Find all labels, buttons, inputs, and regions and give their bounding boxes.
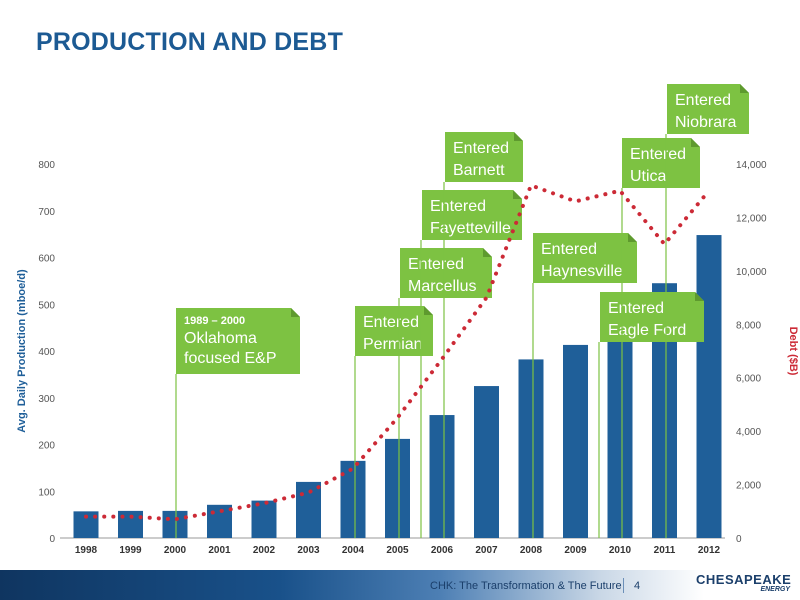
annotation-box (600, 292, 704, 342)
y2-tick-label: 6,000 (736, 374, 761, 385)
annotation-label: Eagle Ford (608, 322, 686, 339)
y2-tick-label: 10,000 (736, 267, 767, 278)
logo-text: CHESAPEAKE (696, 572, 792, 587)
y-tick-label: 400 (38, 347, 55, 358)
annotation-label: Utica (630, 168, 667, 185)
footer-band (0, 570, 800, 600)
bar-2001 (207, 504, 232, 538)
annotation-label: Entered (630, 146, 686, 163)
annotation-label: Entered (675, 92, 731, 109)
annotation-label: 1989 – 2000 (184, 315, 245, 327)
x-tick-label: 2004 (342, 545, 365, 556)
bar-2004 (340, 460, 366, 538)
y-tick-label: 500 (38, 300, 55, 311)
annotation-label: focused E&P (184, 350, 277, 367)
annotation-box (355, 306, 433, 356)
bar-2009 (563, 344, 588, 538)
x-tick-label: 2001 (208, 545, 231, 556)
y-tick-label: 0 (49, 534, 55, 545)
annotation-label: Entered (408, 256, 464, 273)
y2-tick-label: 4,000 (736, 427, 761, 438)
bar-2012 (696, 235, 722, 538)
annotation-fold (291, 308, 300, 317)
bar-2005 (385, 438, 410, 538)
x-tick-label: 2011 (654, 545, 676, 556)
production-debt-chart: 0 100 200 300 400 500 600 700 800 0 2,000 4,000 6,00… (16, 84, 799, 556)
y2-tick-label: 2,000 (736, 481, 761, 492)
y-tick-label: 800 (38, 160, 55, 171)
annotation-fold (483, 248, 492, 257)
annotation-box (622, 138, 700, 188)
annotation-fold (514, 132, 523, 141)
annotation-fold (513, 190, 522, 199)
annotation-label: Fayetteville (430, 220, 511, 237)
bar-2006 (429, 415, 455, 538)
x-tick-label: 2000 (164, 545, 187, 556)
annotation-label: Marcellus (408, 278, 476, 295)
x-tick-label: 2012 (698, 545, 721, 556)
annotation-box (176, 308, 300, 374)
bar-2002 (251, 500, 277, 538)
x-tick-label: 2007 (475, 545, 498, 556)
y-axis-title: Avg. Daily Production (mboe/d) (16, 269, 28, 433)
logo-subtext: ENERGY (760, 586, 790, 593)
y2-tick-label: 12,000 (736, 213, 767, 224)
y-tick-label: 200 (38, 441, 55, 452)
annotation-fold (695, 292, 704, 301)
x-tick-label: 2003 (297, 545, 320, 556)
y2-tick-label: 8,000 (736, 320, 761, 331)
y-tick-label: 100 (38, 487, 55, 498)
bar-2003 (296, 481, 321, 538)
annotation-label: Oklahoma (184, 330, 257, 347)
y2-axis-title: Debt ($B) (787, 327, 799, 376)
bar-2008 (518, 359, 544, 538)
annotation-label: Niobrara (675, 114, 736, 131)
annotation-label: Entered (541, 241, 597, 258)
annotation-fold (740, 84, 749, 93)
annotation-box (422, 190, 522, 240)
x-tick-label: 2009 (564, 545, 587, 556)
bar-2007 (474, 386, 499, 538)
page-number: 4 (634, 580, 641, 592)
footer-separator (623, 578, 624, 593)
x-tick-label: 1999 (119, 545, 142, 556)
y-tick-label: 300 (38, 394, 55, 405)
page-title: PRODUCTION AND DEBT (36, 28, 344, 56)
company-logo: CHESAPEAKE ENERGY (696, 572, 792, 598)
y-tick-label: 700 (38, 207, 55, 218)
x-tick-label: 2006 (431, 545, 454, 556)
annotation-box (445, 132, 523, 182)
bar-2000 (162, 510, 188, 538)
footer-text: CHK: The Transformation & The Future (430, 580, 622, 592)
annotation-label: Permian (363, 336, 423, 353)
annotation-label: Entered (608, 300, 664, 317)
annotation-label: Barnett (453, 162, 505, 179)
annotation-box (400, 248, 492, 298)
x-tick-label: 2002 (253, 545, 276, 556)
y2-tick-label: 0 (736, 534, 742, 545)
annotation-box (533, 233, 637, 283)
debt-series-line (84, 182, 711, 522)
x-tick-label: 2008 (520, 545, 543, 556)
x-tick-label: 1998 (75, 545, 98, 556)
annotation-fold (691, 138, 700, 147)
bar-2010 (607, 334, 633, 538)
annotation-fold (424, 306, 433, 315)
annotation-label: Entered (453, 140, 509, 157)
y2-tick-label: 14,000 (736, 160, 767, 171)
annotation-label: Entered (363, 314, 419, 331)
annotation-label: Haynesville (541, 263, 623, 280)
y-tick-label: 600 (38, 254, 55, 265)
annotation-label: Entered (430, 198, 486, 215)
x-tick-label: 2005 (386, 545, 409, 556)
annotation-fold (628, 233, 637, 242)
x-tick-label: 2010 (609, 545, 632, 556)
annotation-box (667, 84, 749, 134)
